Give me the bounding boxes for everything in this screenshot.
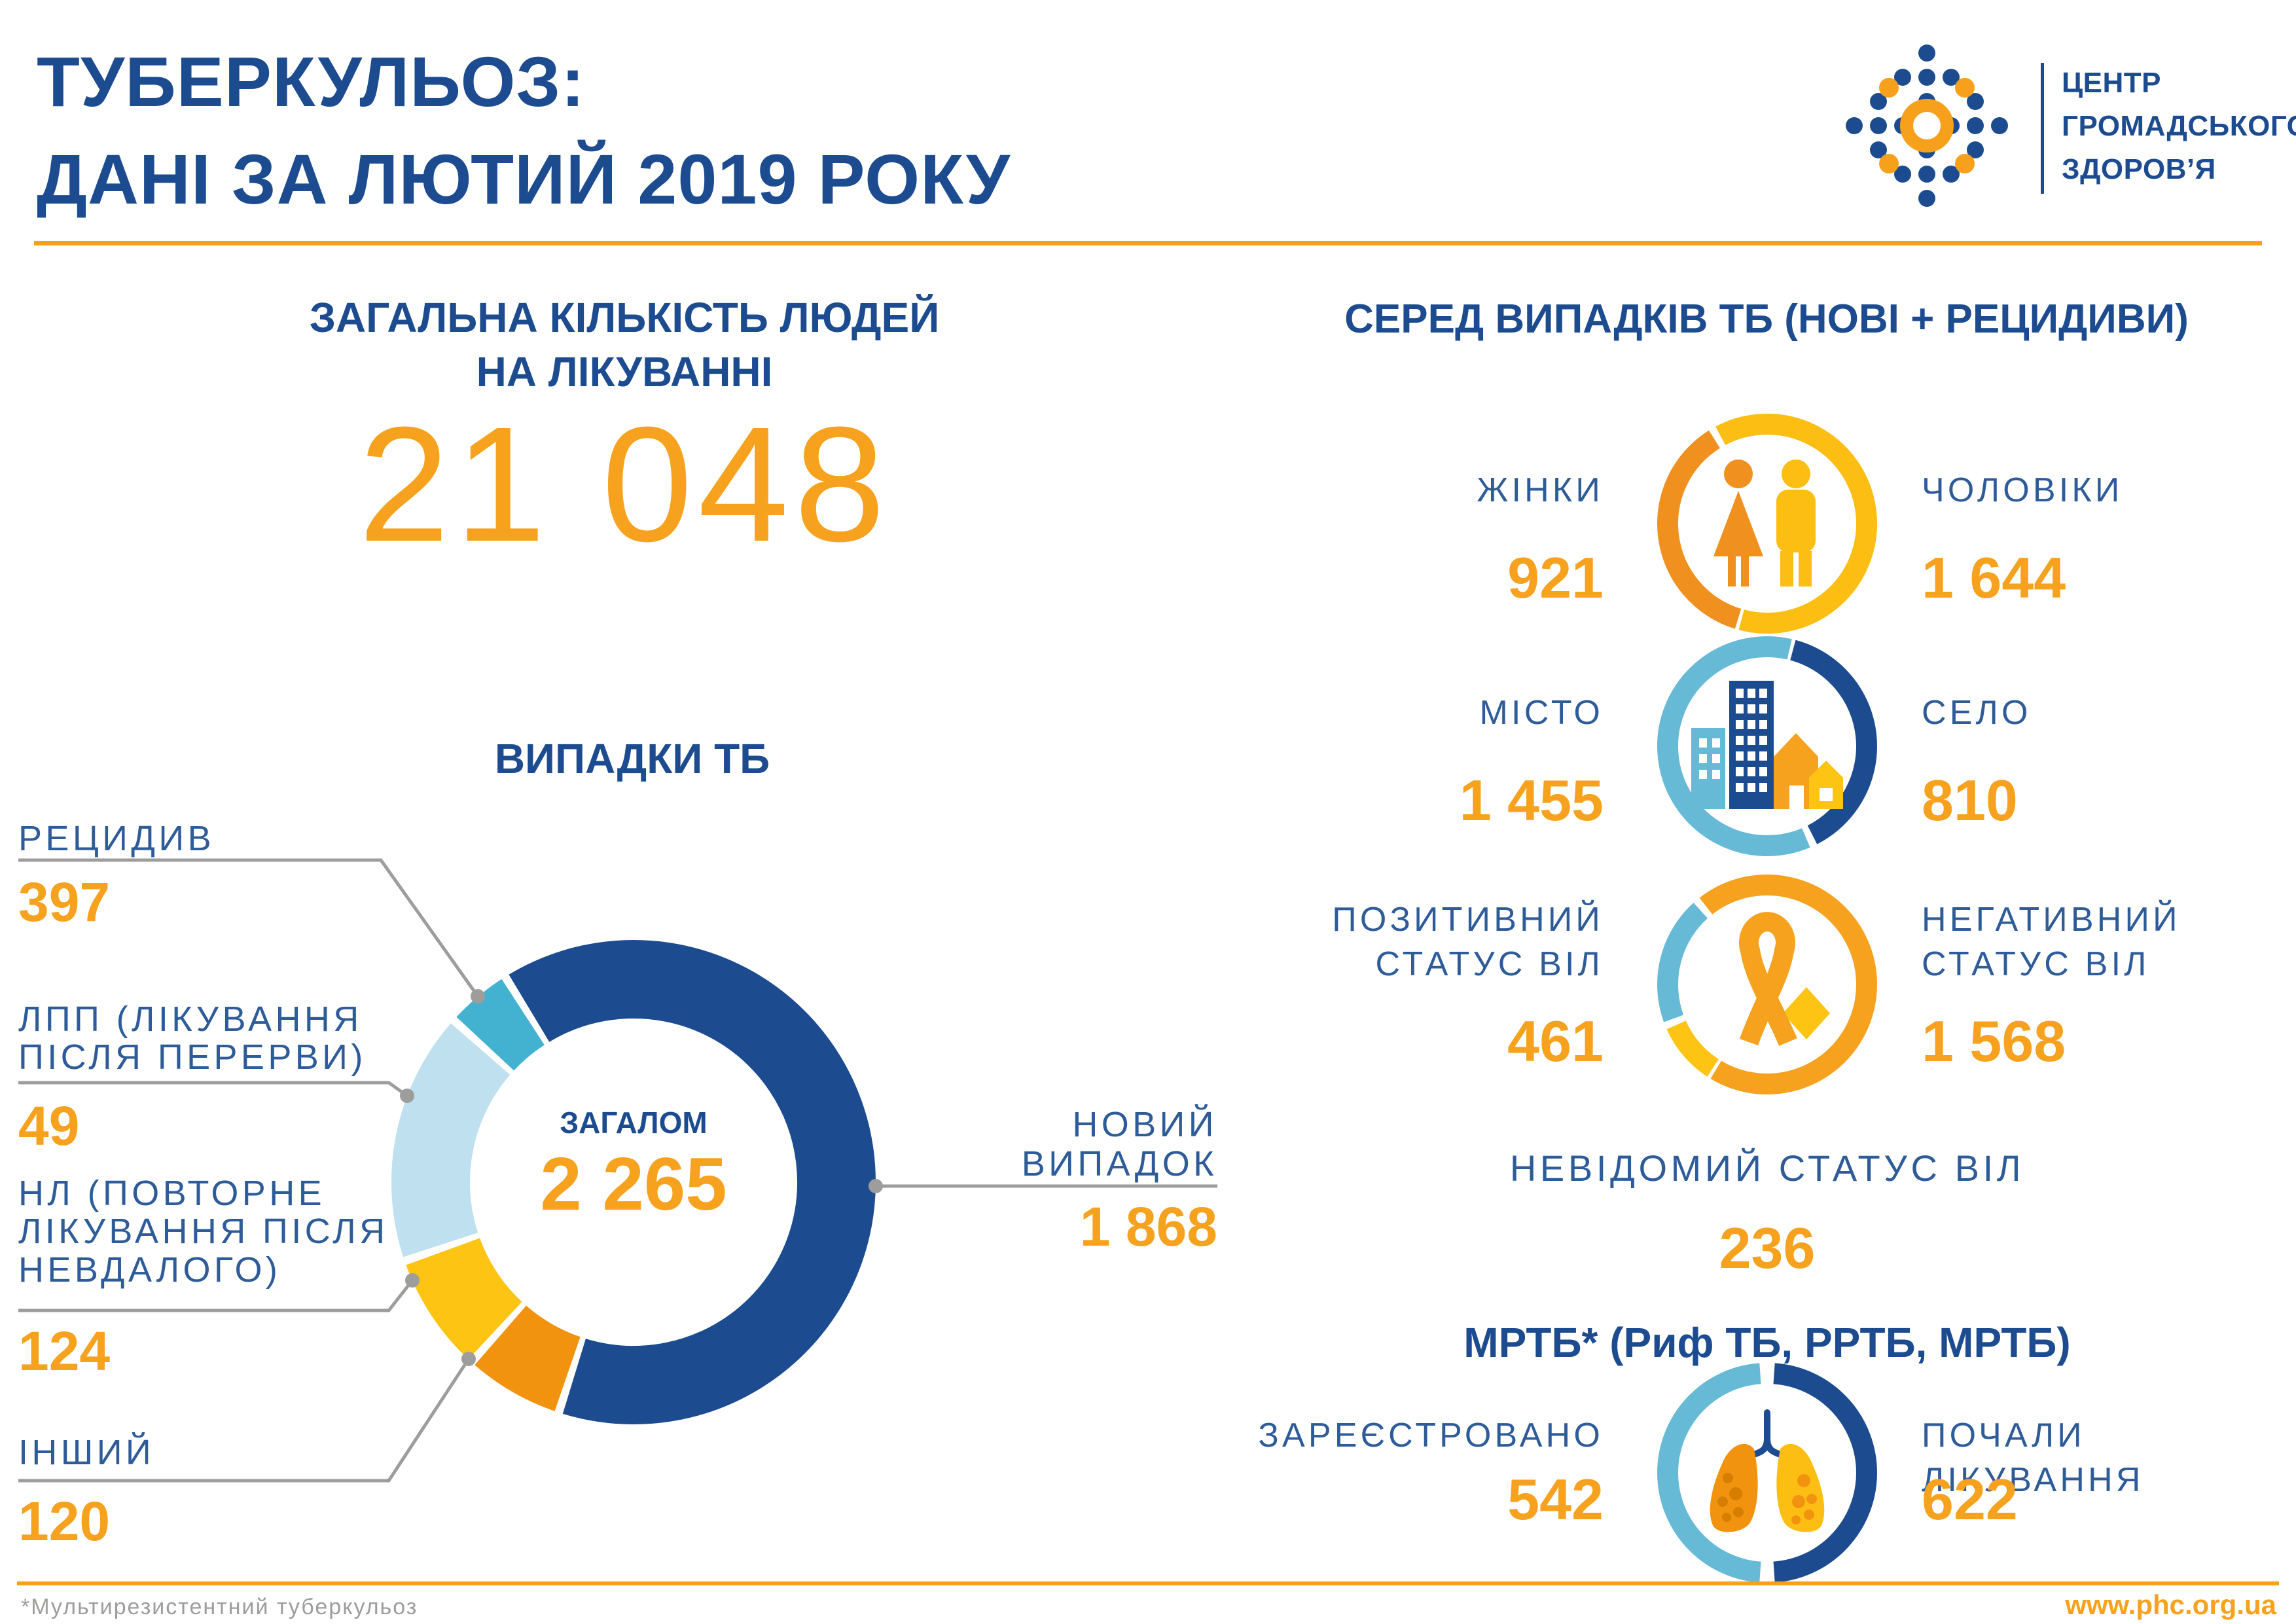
org-name-line1: ЦЕНТР	[2062, 67, 2161, 99]
city-buildings-icon	[1691, 681, 1843, 809]
nl-label: НЛ (ПОВТОРНЕ ЛІКУВАННЯ ПІСЛЯ НЕВДАЛОГО)	[18, 1174, 476, 1289]
other-label: ІНШИЙ	[18, 1433, 155, 1472]
relapse-label: РЕЦИДИВ	[18, 819, 215, 858]
footer-note: *Мультирезистентний туберкульоз	[21, 1595, 418, 1619]
other-callout-dot	[461, 1352, 476, 1366]
mrtb-registered-label: ЗАРЕЄСТРОВАНО	[1258, 1416, 1604, 1454]
gender-ring-women-segment	[1657, 430, 1742, 629]
hiv-ring-positive-segment	[1657, 903, 1708, 1022]
relapse-value: 397	[18, 871, 111, 933]
page-title-line2: ДАНІ ЗА ЛЮТИЙ 2019 РОКУ	[37, 139, 1011, 219]
women-label: ЖІНКИ	[1477, 471, 1604, 509]
location-ring-misto-segment	[1657, 636, 1810, 856]
org-name: ЦЕНТР ГРОМАДСЬКОГО ЗДОРОВ’Я	[2062, 62, 2296, 191]
hiv-ring-negative-segment	[1699, 875, 1877, 1094]
tb-cases-title: ВИПАДКИ ТБ	[494, 735, 770, 782]
mrtb-ring-registered-segment	[1657, 1363, 1761, 1583]
village-value: 810	[1922, 768, 2018, 833]
hiv-unknown-value: 236	[1719, 1216, 1816, 1280]
hiv-positive-label: ПОЗИТИВНИЙ СТАТУС ВІЛ	[1211, 898, 1604, 986]
new-case-label-line2: ВИПАДОК	[1021, 1144, 1217, 1184]
total-on-treatment-value: 21 048	[358, 393, 891, 575]
new-case-label-line1: НОВИЙ	[1072, 1105, 1217, 1144]
org-logo-icon	[1846, 45, 2008, 207]
hiv-positive-label-line2: СТАТУС ВІЛ	[1375, 945, 1604, 983]
men-label: ЧОЛОВІКИ	[1922, 471, 2123, 509]
total-on-treatment-header: ЗАГАЛЬНА КІЛЬКІСТЬ ЛЮДЕЙ НА ЛІКУВАННІ	[232, 291, 1017, 399]
tb-cases-donut-nl-segment	[406, 1237, 523, 1360]
donut-total-value: 2 265	[540, 1143, 727, 1226]
women-value: 921	[1507, 545, 1604, 610]
lpp-label-line2: ПІСЛЯ ПЕРЕРВИ)	[18, 1038, 367, 1077]
lpp-label: ЛПП (ЛІКУВАННЯ ПІСЛЯ ПЕРЕРВИ)	[18, 1000, 476, 1077]
nl-label-line2: ЛІКУВАННЯ ПІСЛЯ	[18, 1212, 389, 1252]
footer-site-link[interactable]: www.phc.org.ua	[2065, 1589, 2276, 1620]
page-title: ТУБЕРКУЛЬОЗ: ДАНІ ЗА ЛЮТИЙ 2019 РОКУ	[37, 33, 1011, 228]
mrtb-started-value: 622	[1922, 1467, 2018, 1532]
new-case-value: 1 868	[1079, 1196, 1217, 1257]
lpp-label-line1: ЛПП (ЛІКУВАННЯ	[18, 1000, 363, 1039]
other-value: 120	[18, 1490, 111, 1552]
among-cases-title: СЕРЕД ВИПАДКІВ ТБ (НОВІ + РЕЦИДИВИ)	[1344, 297, 2189, 342]
lpp-callout-line	[18, 1081, 408, 1098]
men-value: 1 644	[1922, 545, 2066, 610]
lpp-callout-dot	[400, 1089, 414, 1103]
tb-cases-donut-relapse-segment	[391, 1023, 511, 1257]
relapse-callout-dot	[471, 989, 485, 1003]
man-woman-icon	[1713, 460, 1816, 586]
donut-total-label: ЗАГАЛОМ	[560, 1106, 708, 1140]
total-header-line2: НА ЛІКУВАННІ	[476, 348, 773, 396]
hiv-negative-label: НЕГАТИВНИЙ СТАТУС ВІЛ	[1922, 898, 2296, 986]
other-callout-line	[18, 1358, 471, 1483]
hiv-negative-value: 1 568	[1922, 1009, 2066, 1074]
mrtb-registered-value: 542	[1507, 1467, 1604, 1532]
gender-ring-men-segment	[1715, 414, 1877, 634]
nl-label-line1: НЛ (ПОВТОРНЕ	[18, 1174, 326, 1213]
new-case-label: НОВИЙ ВИПАДОК	[923, 1105, 1217, 1184]
hiv-negative-label-line2: СТАТУС ВІЛ	[1922, 945, 2150, 983]
lungs-icon	[1710, 1409, 1825, 1532]
total-header-line1: ЗАГАЛЬНА КІЛЬКІСТЬ ЛЮДЕЙ	[309, 294, 940, 341]
village-label: СЕЛО	[1922, 694, 2032, 732]
footer-rule	[17, 1581, 2279, 1585]
hiv-positive-label-line1: ПОЗИТИВНИЙ	[1332, 901, 1604, 939]
nl-callout-line	[18, 1279, 414, 1312]
relapse-callout-line	[18, 858, 480, 998]
city-value: 1 455	[1459, 768, 1604, 833]
tb-cases-donut-other-segment	[475, 1305, 581, 1411]
page-title-line1: ТУБЕРКУЛЬОЗ:	[37, 42, 586, 121]
new-case-callout-dot	[869, 1179, 883, 1193]
nl-value: 124	[18, 1320, 111, 1382]
hiv-positive-value: 461	[1507, 1009, 1604, 1074]
mrtb-title: МРТБ* (Риф ТБ, РРТБ, МРТБ)	[1463, 1319, 2071, 1366]
org-name-line3: ЗДОРОВ’Я	[2062, 153, 2216, 185]
mrtb-started-label: ПОЧАЛИ ЛІКУВАННЯ	[1922, 1416, 2144, 1499]
mrtb-ring-started-segment	[1773, 1363, 1877, 1583]
logo-divider	[2041, 63, 2044, 194]
city-label: МІСТО	[1479, 694, 1604, 732]
hiv-unknown-label: НЕВІДОМИЙ СТАТУС ВІЛ	[1509, 1147, 2025, 1189]
hiv-negative-label-line1: НЕГАТИВНИЙ	[1922, 901, 2181, 939]
hiv-ribbon-icon	[1739, 912, 1830, 1046]
location-ring-selo-segment	[1790, 640, 1877, 844]
nl-label-line3: НЕВДАЛОГО)	[18, 1250, 281, 1290]
org-name-line2: ГРОМАДСЬКОГО	[2062, 110, 2296, 142]
nl-callout-dot	[405, 1273, 420, 1288]
tb-cases-donut-new-case-segment	[509, 940, 876, 1424]
hiv-ring-unknown-segment	[1666, 1020, 1719, 1077]
lpp-value: 49	[18, 1095, 80, 1157]
tb-cases-donut-lpp-segment	[456, 979, 545, 1072]
header-rule	[34, 241, 2262, 245]
